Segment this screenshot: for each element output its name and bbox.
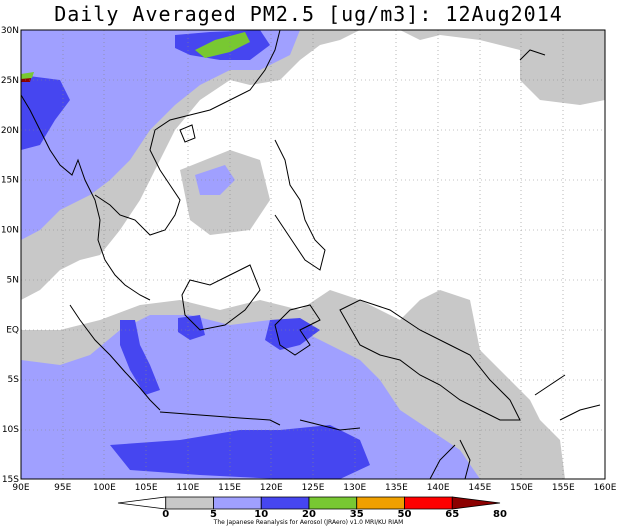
credit-text: The Japanese Reanalysis for Aerosol (JRA… (213, 519, 404, 526)
colorbar-swatch (451, 496, 501, 510)
latitude-tick-label: 15N (1, 176, 19, 186)
colorbar-level-label: 5 (210, 509, 217, 520)
pm25-5-10-region-east (520, 40, 605, 105)
pm25-10-20-region-central (195, 165, 235, 195)
longitude-tick-label: 105E (135, 483, 158, 493)
longitude-tick-label: 130E (343, 483, 366, 493)
pm25-20-35-region-sumatra (120, 320, 160, 395)
map-title: Daily Averaged PM2.5 [ug/m3]: 12Aug2014 (54, 2, 563, 26)
pm25-20-35-region-borneo (178, 315, 205, 340)
latitude-tick-label: 15S (2, 475, 19, 485)
longitude-tick-label: 140E (427, 483, 450, 493)
colorbar-level-label: 65 (445, 509, 459, 520)
latitude-tick-label: EQ (6, 325, 19, 335)
colorbar: 0 5 10 20 35 50 65 80 (117, 496, 507, 520)
longitude-tick-label: 110E (176, 483, 199, 493)
longitude-tick-label: 155E (552, 483, 575, 493)
pm25-20-35-region-java (110, 425, 370, 479)
colorbar-level-label: 20 (302, 509, 316, 520)
longitude-tick-label: 145E (468, 483, 491, 493)
pm25-50-65-region (21, 72, 34, 79)
colorbar-swatch (260, 496, 310, 510)
colorbar-swatch (356, 496, 405, 510)
pm25-20-35-region-northwest (21, 75, 70, 150)
longitude-tick-label: 135E (385, 483, 408, 493)
latitude-tick-label: 5N (7, 275, 19, 285)
colorbar-swatch (213, 496, 262, 510)
latitude-tick-label: 20N (1, 126, 19, 136)
longitude-tick-label: 95E (54, 483, 71, 493)
colorbar-swatch (165, 496, 214, 510)
latitude-tick-label: 10S (2, 425, 19, 435)
colorbar-level-label: 10 (254, 509, 268, 520)
plot-frame (20, 29, 606, 480)
longitude-axis: 90E 95E 100E 105E 110E 115E 120E 125E 130E 135E 14… (12, 483, 616, 493)
pm25-5-10-region-central (180, 150, 270, 235)
longitude-tick-label: 125E (302, 483, 325, 493)
latitude-tick-label: 10N (1, 226, 19, 236)
coastlines (21, 30, 601, 479)
colorbar-level-label: 35 (350, 509, 364, 520)
colorbar-level-label: 0 (162, 509, 169, 520)
colorbar-swatch (308, 496, 358, 510)
colorbar-level-label: 50 (398, 509, 412, 520)
pm25-35-50-region (195, 32, 250, 58)
colorbar-level-label: 80 (493, 509, 507, 520)
longitude-tick-label: 90E (12, 483, 29, 493)
latitude-tick-label: 30N (1, 26, 19, 36)
latitude-tick-label: 25N (1, 76, 19, 86)
longitude-tick-label: 150E (510, 483, 533, 493)
pm25-10-20-region-north (21, 30, 300, 240)
longitude-tick-label: 100E (93, 483, 116, 493)
latitude-tick-label: 5S (8, 375, 20, 385)
colorbar-swatch (404, 496, 453, 510)
concentration-field (21, 30, 605, 479)
longitude-tick-label: 115E (218, 483, 241, 493)
colorbar-swatch (117, 496, 167, 510)
graticule (21, 30, 605, 479)
longitude-tick-label: 120E (260, 483, 283, 493)
longitude-tick-label: 160E (594, 483, 617, 493)
latitude-axis: 30N 25N 20N 15N 10N 5N EQ 5S 10S 15S (1, 26, 19, 485)
